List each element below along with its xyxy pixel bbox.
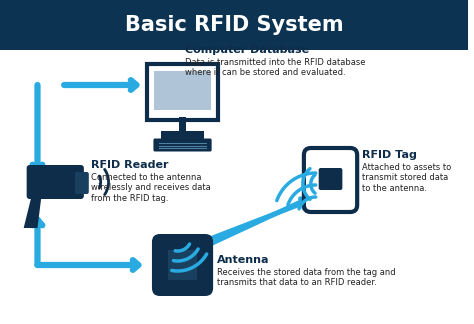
- Text: RFID Reader: RFID Reader: [91, 160, 168, 170]
- Bar: [168, 250, 197, 280]
- Text: RFID Tag: RFID Tag: [362, 150, 417, 160]
- FancyBboxPatch shape: [75, 172, 89, 194]
- Text: Connected to the antenna
wirelessly and receives data
from the RFID tag.: Connected to the antenna wirelessly and …: [91, 173, 210, 203]
- Text: Attached to assets to
transmit stored data
to the antenna.: Attached to assets to transmit stored da…: [362, 163, 451, 193]
- Text: Antenna: Antenna: [217, 255, 270, 265]
- Text: Computer Database: Computer Database: [184, 45, 309, 55]
- Polygon shape: [24, 196, 41, 228]
- Bar: [179, 117, 186, 131]
- FancyBboxPatch shape: [154, 138, 211, 152]
- Bar: [161, 131, 204, 139]
- FancyBboxPatch shape: [319, 168, 342, 190]
- Text: Data is transmitted into the RFID database
where it can be stored and evaluated.: Data is transmitted into the RFID databa…: [184, 58, 365, 77]
- Text: Receives the stored data from the tag and
transmits that data to an RFID reader.: Receives the stored data from the tag an…: [217, 268, 396, 287]
- FancyBboxPatch shape: [27, 165, 84, 199]
- Text: Basic RFID System: Basic RFID System: [125, 15, 343, 35]
- Bar: [0, 0, 468, 50]
- Bar: [154, 71, 211, 110]
- FancyBboxPatch shape: [304, 148, 357, 212]
- FancyBboxPatch shape: [152, 234, 213, 296]
- FancyBboxPatch shape: [147, 64, 218, 120]
